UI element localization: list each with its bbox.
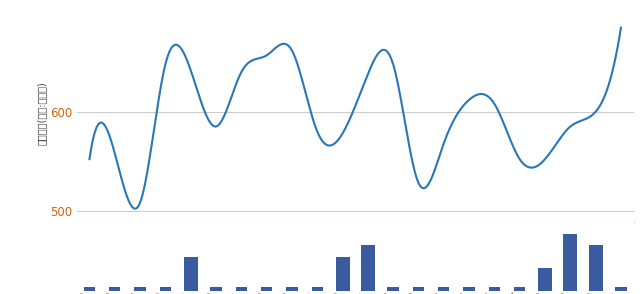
Bar — [413, 287, 424, 291]
Bar — [589, 245, 603, 291]
Bar — [387, 287, 399, 291]
Bar — [261, 287, 272, 291]
Bar — [335, 257, 349, 291]
Y-axis label: 거래금액(단위:백만원): 거래금액(단위:백만원) — [36, 81, 46, 145]
Bar — [463, 287, 475, 291]
Bar — [160, 287, 171, 291]
Bar — [286, 287, 298, 291]
Bar — [312, 287, 323, 291]
Bar — [109, 287, 120, 291]
Bar — [184, 257, 198, 291]
Bar — [538, 268, 552, 291]
Bar — [211, 287, 221, 291]
Bar — [236, 287, 247, 291]
Bar — [615, 287, 627, 291]
Bar — [438, 287, 449, 291]
Bar — [361, 245, 375, 291]
Bar — [84, 287, 95, 291]
Bar — [563, 234, 577, 291]
Bar — [134, 287, 146, 291]
Bar — [514, 287, 525, 291]
Bar — [489, 287, 500, 291]
